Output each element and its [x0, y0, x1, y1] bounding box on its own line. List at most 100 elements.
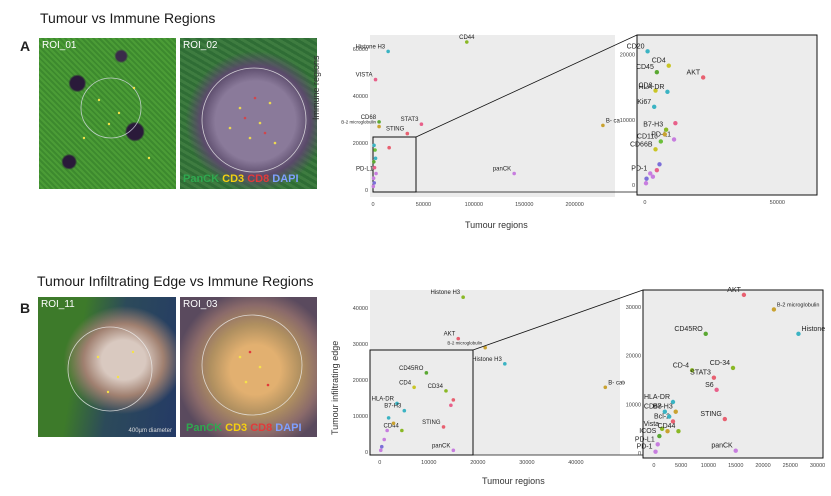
data-point — [648, 171, 653, 176]
data-point — [703, 331, 708, 337]
data-point-label: PD-1 — [631, 165, 647, 172]
roi-03-label: ROI_03 — [183, 299, 218, 310]
data-point — [670, 399, 676, 405]
data-point-label: CD20 — [627, 43, 645, 50]
roi-03-image: ROI_03 — [180, 297, 317, 437]
data-point-label: B7-H3 — [643, 122, 663, 129]
chart-b-ylabel: Tumour infiltrating edge — [330, 340, 340, 435]
data-point — [503, 362, 507, 366]
data-point-label: CD11c — [637, 133, 658, 140]
y-tick-label: 20000 — [353, 141, 368, 147]
stain-legend-b: PanCK CD3 CD8 DAPI — [186, 422, 302, 434]
data-point-label: VISTA — [356, 73, 373, 79]
y-tick-label: 40000 — [353, 306, 368, 312]
data-point — [730, 365, 736, 371]
data-point-label: S6 — [705, 382, 714, 389]
data-point — [373, 148, 377, 152]
x-tick-label: 0 — [371, 202, 374, 208]
data-point — [652, 104, 657, 110]
data-point-label: STAT3 — [401, 117, 419, 123]
data-point — [372, 143, 376, 148]
chart-b-zoom: 0 5000 10000 15000 20000 25000 30000 0 10000 2000… — [626, 287, 825, 469]
data-point — [461, 295, 465, 300]
data-point — [395, 401, 399, 406]
data-point — [711, 375, 717, 380]
data-point — [722, 416, 728, 422]
data-point — [650, 174, 656, 179]
y-tick-label: 40000 — [353, 94, 368, 100]
data-point — [371, 176, 376, 181]
data-point-label: B-2 microglobulin — [447, 341, 482, 346]
data-point — [441, 425, 446, 429]
data-point — [386, 49, 390, 54]
x-tick-label: 20000 — [470, 460, 485, 466]
stain-dapi-b: DAPI — [275, 422, 302, 434]
data-point — [424, 371, 429, 375]
data-point — [444, 389, 448, 393]
data-point — [385, 428, 389, 433]
data-point-label: panCK — [493, 167, 511, 173]
stain-cd3: CD3 — [222, 173, 245, 185]
data-point — [387, 145, 391, 150]
data-point — [451, 448, 456, 453]
data-point-label: CD4 — [399, 380, 412, 386]
data-point — [673, 409, 678, 414]
data-point-label: CD68 — [361, 115, 377, 121]
data-point-label: PD-L1 — [651, 131, 671, 138]
data-point — [671, 137, 677, 142]
data-point-label: B- catenin — [608, 380, 625, 386]
y-tick-label: 20000 — [626, 354, 641, 360]
data-point — [402, 408, 407, 413]
data-point — [382, 437, 387, 442]
data-point — [451, 398, 456, 402]
panel-letter-b: B — [20, 300, 31, 316]
data-point-label: CD3 — [639, 83, 653, 90]
data-point — [371, 184, 376, 189]
data-point-label: B- catenin — [606, 118, 620, 124]
stain-cd8-b: CD8 — [250, 422, 273, 434]
x-tick-label: 0 — [652, 463, 655, 469]
data-point-label: AKT — [444, 332, 456, 338]
stain-cd3-b: CD3 — [225, 422, 248, 434]
data-point — [456, 336, 461, 341]
data-point-label: PD-L1 — [635, 436, 655, 443]
stain-legend-a: PanCK CD3 CD8 DAPI — [183, 173, 299, 185]
data-point-label: CD4 — [652, 58, 666, 65]
chart-b-zoom-plot-bg — [642, 289, 824, 459]
data-point — [391, 421, 396, 426]
data-point-label: CD44 — [658, 423, 676, 430]
data-point — [700, 75, 706, 80]
data-point — [655, 442, 660, 447]
chart-a-main-plot-bg — [370, 35, 615, 197]
data-point — [386, 416, 391, 420]
data-point-label: CD34 — [428, 384, 444, 390]
data-point-label: STAT3 — [690, 370, 711, 377]
y-tick-label: 10000 — [620, 118, 635, 124]
data-point-label: STING — [422, 420, 441, 426]
data-point — [771, 307, 777, 312]
data-point — [653, 147, 658, 152]
chart-a-main: 0 50000 100000 150000 200000 0 20000 40000 60000… — [341, 35, 620, 208]
data-point — [603, 385, 608, 390]
x-tick-label: 100000 — [465, 202, 483, 208]
data-point-label: B-2 microglobulin — [777, 302, 820, 308]
y-tick-label: 0 — [365, 188, 368, 194]
data-point — [601, 123, 605, 128]
data-point-label: CD45 — [636, 64, 654, 71]
y-tick-label: 0 — [638, 451, 641, 457]
data-point — [673, 120, 678, 126]
x-tick-label: 40000 — [568, 460, 583, 466]
stain-cd8: CD8 — [247, 173, 270, 185]
data-point — [512, 171, 516, 176]
data-point — [714, 387, 719, 393]
data-point — [653, 88, 658, 93]
y-tick-label: 20000 — [620, 53, 635, 59]
x-tick-label: 30000 — [810, 463, 825, 469]
x-tick-label: 20000 — [755, 463, 770, 469]
data-point — [400, 428, 404, 433]
y-tick-label: 0 — [365, 450, 368, 456]
x-tick-label: 15000 — [728, 463, 743, 469]
data-point — [449, 403, 453, 408]
